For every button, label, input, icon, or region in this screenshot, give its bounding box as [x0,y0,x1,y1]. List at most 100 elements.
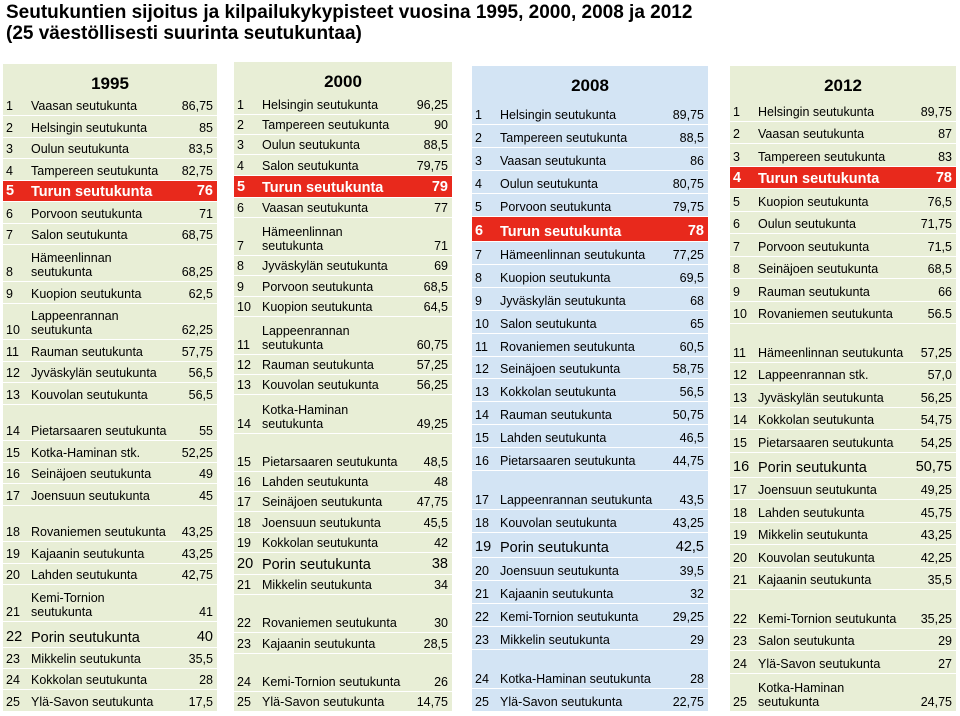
region-name: Lappeenrannan seutukunta [500,493,653,508]
ranking-row: 16 Porin seutukunta 50,75 [730,453,956,478]
panel-2008: 2008 1 Helsingin seutukunta 89,75 2 Tampereen… [472,66,708,712]
ranking-row: 13 Jyväskylän seutukunta 56,25 [730,385,956,408]
rank: 19 [733,528,747,543]
ranking-row: 12 Jyväskylän seutukunta 56,5 [3,362,217,384]
region-name: Seinäjoen seutukunta [500,362,621,377]
ranking-row: 8 Kuopion seutukunta 69,5 [472,265,708,288]
rank: 13 [733,390,747,405]
region-name: Hämeenlinnan seutukunta [758,345,904,360]
rank: 23 [475,633,489,648]
ranking-row: 11 Lappeenrannan seutukunta 60,75 [234,317,452,356]
region-name: Pietarsaaren seutukunta [758,435,894,450]
region-name: Helsingin seutukunta [262,98,379,113]
score: 35,25 [920,611,952,626]
ranking-row: 9 Kuopion seutukunta 62,5 [3,282,217,304]
ranking-row: 17 Joensuun seutukunta 45 [3,484,217,506]
ranking-row: 5 Porvoon seutukunta 79,75 [472,194,708,217]
ranking-row: 15 Lahden seutukunta 46,5 [472,425,708,449]
region-name: Joensuun seutukunta [262,515,381,530]
region-name: Kuopion seutukunta [500,270,611,285]
score: 29 [938,634,952,649]
rank: 12 [475,362,489,377]
score: 35,5 [188,651,213,666]
ranking-row: 3 Vaasan seutukunta 86 [472,148,708,171]
score: 44,75 [672,454,704,469]
rank: 11 [733,345,746,360]
region-name: Oulun seutukunta [31,142,129,157]
rank: 10 [733,307,747,322]
score: 49 [199,467,213,482]
rank: 4 [733,170,742,187]
score: 26 [434,674,448,689]
ranking-row: 3 Tampereen seutukunta 83 [730,144,956,167]
score: 62,5 [188,286,213,301]
ranking-row: 11 Rauman seutukunta 57,75 [3,340,217,362]
ranking-row: 19 Kajaanin seutukunta 43,25 [3,542,217,564]
rank: 21 [6,604,20,619]
region-name: Kajaanin seutukunta [500,587,614,602]
rank: 3 [475,153,482,168]
score: 47,75 [416,495,448,510]
score: 90 [434,118,448,133]
ranking-row: 18 Joensuun seutukunta 45,5 [234,512,452,533]
region-name: Salon seutukunta [31,228,128,243]
score: 49,25 [920,483,952,498]
region-name: Rauman seutukunta [262,358,374,373]
ranking-row: 18 Lahden seutukunta 45,75 [730,500,956,523]
score: 68,5 [927,262,952,277]
region-name: Ylä-Savon seutukunta [31,694,154,709]
rank: 12 [733,368,747,383]
score: 27 [938,656,952,671]
rank: 6 [237,200,244,215]
rank: 7 [475,247,482,262]
rank: 2 [237,118,244,133]
score: 50,75 [672,408,704,423]
rank: 17 [733,483,747,498]
ranking-row: 22 Porin seutukunta 40 [3,622,217,648]
region-name: Lahden seutukunta [500,431,607,446]
rank: 21 [237,578,251,593]
rank: 6 [475,222,484,239]
score: 56,5 [679,385,704,400]
ranking-row: 12 Seinäjoen seutukunta 58,75 [472,357,708,380]
score: 28 [690,672,704,687]
ranking-row: 24 Kotka-Haminan seutukunta 28 [472,650,708,690]
score: 43,25 [181,525,213,540]
rank: 24 [6,673,20,688]
ranking-row: 25 Kotka-Haminan seutukunta 24,75 [730,674,956,712]
rank: 23 [6,651,20,666]
rank: 1 [475,107,482,122]
score: 32 [690,587,704,602]
score: 68 [690,293,704,308]
ranking-row: 15 Pietarsaaren seutukunta 54,25 [730,430,956,453]
score: 86,75 [181,99,213,114]
score: 24,75 [920,695,952,709]
ranking-row: 5 Turun seutukunta 79 [234,175,452,198]
ranking-row: 10 Kuopion seutukunta 64,5 [234,297,452,317]
region-name: Ylä-Savon seutukunta [758,656,881,671]
rank: 16 [475,454,489,469]
rank: 7 [733,239,740,254]
ranking-row: 24 Kokkolan seutukunta 28 [3,669,217,691]
ranking-row: 6 Porvoon seutukunta 71 [3,202,217,224]
score: 29 [690,633,704,648]
score: 77 [434,200,448,215]
region-name: Oulun seutukunta [262,138,360,153]
score: 50,75 [915,458,952,475]
year-header: 2012 [824,76,862,95]
region-name: Kokkolan seutukunta [758,413,875,428]
region-name: Kotka-Haminan stk. [31,445,141,460]
ranking-row: 18 Kouvolan seutukunta 43,25 [472,510,708,534]
score: 48 [434,475,448,490]
title-line-2: (25 väestöllisesti suurinta seutukuntaa) [6,23,362,44]
score: 83 [938,149,952,164]
ranking-row: 17 Joensuun seutukunta 49,25 [730,478,956,501]
rank: 11 [6,344,19,359]
rank: 2 [6,120,13,135]
region-name: Turun seutukunta [31,184,153,201]
region-name: Pietarsaaren seutukunta [500,454,636,469]
region-name: Lahden seutukunta [31,568,138,583]
rank: 18 [733,505,747,520]
region-name: Kajaanin seutukunta [31,546,145,561]
region-name: Rovaniemen seutukunta [262,616,397,631]
